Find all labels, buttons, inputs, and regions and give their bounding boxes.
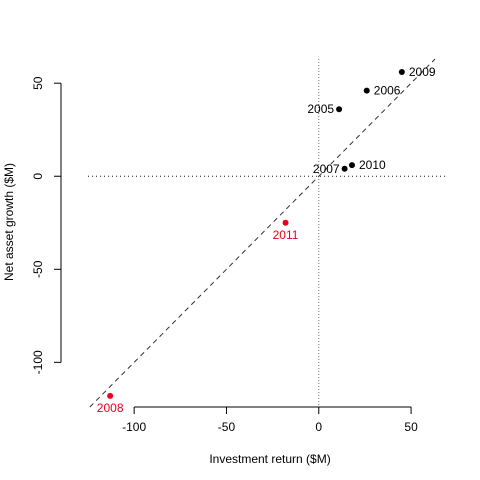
y-axis-label: Net asset growth ($M) xyxy=(2,163,16,281)
point-2007 xyxy=(341,165,348,172)
point-labels: 2005 2006 2007 2008 2009 2010 2011 xyxy=(97,65,436,415)
data-points xyxy=(107,69,405,399)
point-2006 xyxy=(363,87,370,94)
point-label-2006: 2006 xyxy=(374,84,401,98)
reference-lines xyxy=(88,58,448,408)
identity-line xyxy=(89,58,436,408)
axes: -100 -50 0 50 -100 -50 0 50 xyxy=(31,76,418,434)
y-tick-label: -50 xyxy=(31,260,45,278)
point-label-2008: 2008 xyxy=(97,401,124,415)
x-tick-label: 50 xyxy=(404,420,418,434)
point-2008 xyxy=(107,392,114,399)
point-label-2010: 2010 xyxy=(359,158,386,172)
x-tick-label: -50 xyxy=(218,420,236,434)
point-2011 xyxy=(282,219,289,226)
point-label-2009: 2009 xyxy=(409,65,436,79)
y-tick-label: 0 xyxy=(31,173,45,180)
point-label-2011: 2011 xyxy=(273,228,299,242)
point-label-2007: 2007 xyxy=(313,162,340,176)
y-tick-label: 50 xyxy=(31,76,45,90)
point-2005 xyxy=(336,106,343,113)
point-label-2005: 2005 xyxy=(307,102,334,116)
x-tick-label: -100 xyxy=(122,420,146,434)
point-2010 xyxy=(349,162,355,169)
x-tick-label: 0 xyxy=(315,420,322,434)
point-2009 xyxy=(398,69,405,76)
x-axis-label: Investment return ($M) xyxy=(209,452,330,466)
y-tick-label: -100 xyxy=(31,350,45,374)
